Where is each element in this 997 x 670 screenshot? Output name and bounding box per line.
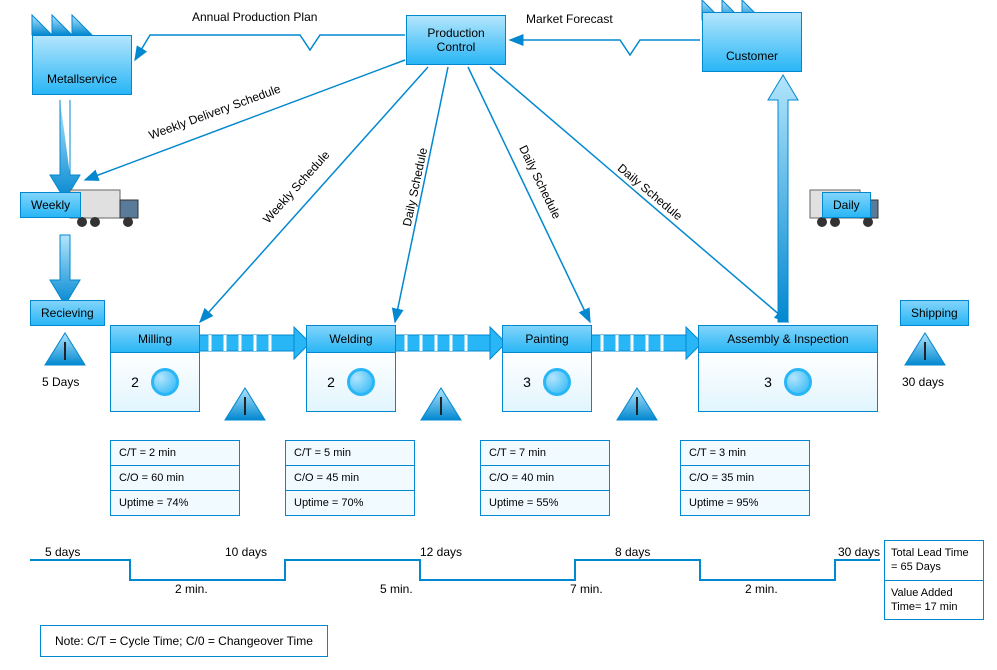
arrow-to-customer	[768, 75, 798, 322]
row-ct: C/T = 2 min	[111, 441, 239, 466]
supplier-box: Metallservice	[32, 35, 132, 95]
process-milling-header: Milling	[111, 326, 199, 353]
arrow-truck-receiving	[50, 235, 80, 305]
process-assembly-ops: 3	[764, 374, 772, 390]
tl-dn-3: 2 min.	[745, 582, 778, 596]
tl-up-2: 12 days	[420, 545, 462, 559]
operator-icon	[347, 368, 375, 396]
inv-shipping-days: 30 days	[902, 375, 944, 389]
row-co: C/O = 35 min	[681, 466, 809, 491]
data-painting: C/T = 7 min C/O = 40 min Uptime = 55%	[480, 440, 610, 516]
process-milling: Milling 2	[110, 325, 200, 412]
row-uptime: Uptime = 95%	[681, 491, 809, 515]
tl-up-0: 5 days	[45, 545, 80, 559]
tl-up-3: 8 days	[615, 545, 650, 559]
supplier-label: Metallservice	[47, 72, 117, 86]
row-ct: C/T = 5 min	[286, 441, 414, 466]
row-uptime: Uptime = 70%	[286, 491, 414, 515]
label-market-forecast: Market Forecast	[526, 12, 613, 26]
push-arrows	[198, 327, 702, 359]
inbound-freq: Weekly	[20, 192, 81, 218]
operator-icon	[151, 368, 179, 396]
data-assembly: C/T = 3 min C/O = 35 min Uptime = 95%	[680, 440, 810, 516]
row-ct: C/T = 7 min	[481, 441, 609, 466]
arrow-weekly-delivery	[85, 60, 405, 180]
operator-icon	[784, 368, 812, 396]
summary-va: Value Added Time= 17 min	[885, 581, 983, 620]
arrow-supplier-truck	[50, 100, 80, 200]
process-welding-header: Welding	[307, 326, 395, 353]
note-box: Note: C/T = Cycle Time; C/0 = Changeover…	[40, 625, 328, 657]
tl-up-4: 30 days	[838, 545, 880, 559]
outbound-freq: Daily	[822, 192, 871, 218]
label-weekly-delivery: Weekly Delivery Schedule	[147, 82, 283, 143]
row-co: C/O = 40 min	[481, 466, 609, 491]
receiving-box: Recieving	[30, 300, 105, 326]
supplier-roof	[32, 15, 92, 35]
label-annual-plan: Annual Production Plan	[192, 10, 317, 24]
arrow-annual-plan	[135, 35, 405, 60]
data-welding: C/T = 5 min C/O = 45 min Uptime = 70%	[285, 440, 415, 516]
production-control: Production Control	[406, 15, 506, 65]
operator-icon	[543, 368, 571, 396]
production-control-label: Production Control	[407, 26, 505, 54]
row-uptime: Uptime = 74%	[111, 491, 239, 515]
process-assembly-header: Assembly & Inspection	[699, 326, 877, 353]
row-ct: C/T = 3 min	[681, 441, 809, 466]
inv-receiving-days: 5 Days	[42, 375, 79, 389]
row-co: C/O = 45 min	[286, 466, 414, 491]
label-sched2: Daily Schedule	[400, 146, 430, 227]
tl-up-1: 10 days	[225, 545, 267, 559]
row-uptime: Uptime = 55%	[481, 491, 609, 515]
summary-lead: Total Lead Time = 65 Days	[885, 541, 983, 581]
arrow-sched4	[490, 67, 788, 322]
label-sched1: Weekly Schedule	[260, 148, 332, 226]
arrow-sched3	[468, 67, 590, 322]
process-painting-header: Painting	[503, 326, 591, 353]
row-co: C/O = 60 min	[111, 466, 239, 491]
timeline-path	[30, 560, 880, 580]
customer-box: Customer	[702, 12, 802, 72]
arrow-market-forecast	[510, 40, 700, 55]
label-sched3: Daily Schedule	[516, 143, 564, 221]
data-milling: C/T = 2 min C/O = 60 min Uptime = 74%	[110, 440, 240, 516]
process-painting-ops: 3	[523, 374, 531, 390]
process-painting: Painting 3	[502, 325, 592, 412]
tl-dn-0: 2 min.	[175, 582, 208, 596]
tl-dn-1: 5 min.	[380, 582, 413, 596]
process-welding: Welding 2	[306, 325, 396, 412]
shipping-box: Shipping	[900, 300, 969, 326]
summary-box: Total Lead Time = 65 Days Value Added Ti…	[884, 540, 984, 620]
process-assembly: Assembly & Inspection 3	[698, 325, 878, 412]
process-milling-ops: 2	[131, 374, 139, 390]
process-welding-ops: 2	[327, 374, 335, 390]
label-sched4: Daily Schedule	[615, 161, 685, 223]
tl-dn-2: 7 min.	[570, 582, 603, 596]
customer-label: Customer	[726, 49, 778, 63]
arrow-sched2	[395, 67, 448, 322]
